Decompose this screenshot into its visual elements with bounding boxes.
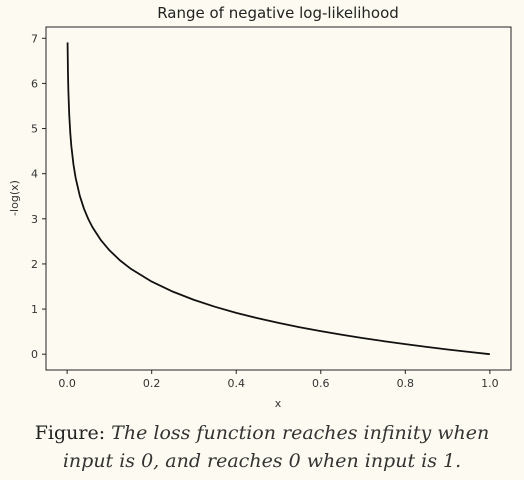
y-tick-label: 3 [31,213,38,226]
y-axis-label: -log(x) [8,180,21,216]
x-tick-label: 0.0 [58,377,76,390]
x-tick-label: 0.8 [397,377,415,390]
x-tick-label: 0.2 [143,377,161,390]
x-axis-label: x [275,397,282,410]
y-tick-label: 6 [31,77,38,90]
x-tick-label: 1.0 [481,377,499,390]
figure-caption: Figure: The loss function reaches infini… [10,419,514,475]
y-axis: 0 1 2 3 4 5 6 7 [31,32,46,361]
y-tick-label: 1 [31,303,38,316]
y-tick-label: 5 [31,123,38,136]
plot-frame [45,26,512,371]
series-line-neg-log [66,42,490,356]
y-tick-label: 7 [31,32,38,45]
y-tick-label: 4 [31,168,38,181]
caption-text: The loss function reaches infinity when … [62,422,490,472]
caption-lead: Figure: [34,422,106,444]
x-tick-label: 0.6 [312,377,330,390]
x-axis: 0.0 0.2 0.4 0.6 0.8 1.0 [58,370,499,390]
y-tick-label: 2 [31,258,38,271]
y-tick-label: 0 [31,348,38,361]
chart-title: Range of negative log-likelihood [157,4,399,22]
x-tick-label: 0.4 [227,377,245,390]
chart: Range of negative log-likelihood 0.0 0.2 0… [8,4,512,410]
